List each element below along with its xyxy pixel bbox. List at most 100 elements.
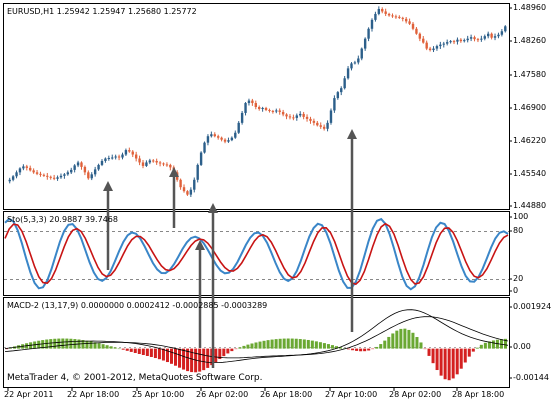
macd-bar [206,348,210,368]
stoch-level-label: 100 [513,212,529,221]
candle [63,173,66,179]
candle-body [428,48,432,51]
candle [493,33,497,41]
candle-body [346,68,350,79]
candle [56,175,59,181]
candle [32,168,35,174]
macd-bar [153,348,157,359]
macd-bar [318,342,322,349]
candle [305,114,309,122]
candle-body [459,39,463,42]
macd-bar [165,348,169,363]
candle [66,170,70,176]
candle-body [63,174,66,176]
candle-body [251,100,254,104]
macd-bar [65,338,69,349]
candle-body [196,164,199,180]
candle-body [35,172,39,174]
candle [124,148,128,156]
candle-body [408,21,411,24]
macd-main-line [4,309,509,364]
candle [199,151,203,166]
candle-body [343,78,346,89]
candle [244,102,247,116]
candle-body [288,116,292,118]
candle [428,46,432,52]
candle-body [230,137,234,141]
macd-bar [238,347,242,349]
candle-body [46,175,49,177]
candle-body [220,137,223,140]
candle [165,162,169,167]
candle-body [285,114,288,117]
candle-body [278,110,281,112]
candle [155,158,158,165]
candle-body [377,8,381,14]
candle [285,113,288,120]
candle-body [476,39,480,41]
candle-body [333,98,336,111]
candle [387,12,391,17]
macd-bar [178,348,182,368]
candle-body [363,38,367,49]
candle-body [210,134,213,137]
candle-body [15,172,18,177]
candle [445,39,449,46]
right-axis-ticks [7,7,512,391]
macd-bar [302,339,306,349]
macd-bar [395,330,399,349]
macd-bar [439,348,443,376]
macd-bar [363,348,367,352]
candle [456,37,459,45]
candle-body [148,160,152,163]
candle [25,164,28,171]
candle-body [131,151,134,155]
candle-body [504,26,507,32]
candle-body [107,157,111,159]
candle-body [357,58,360,63]
candle-body [374,13,377,20]
macd-bar [375,346,379,349]
macd-bar [69,338,73,349]
candle [52,174,56,181]
candle [264,106,268,112]
candle-body [398,16,401,18]
macd-bar [455,348,459,375]
macd-bar [149,348,153,357]
macd-bar [186,348,190,372]
candle-body [93,169,97,175]
candle-body [175,172,179,180]
candle-body [29,167,32,171]
candle-body [404,18,408,22]
macd-bar [326,344,330,349]
candle [319,122,322,129]
candle-body [227,140,230,142]
price-label: 1.48960 [513,3,547,12]
candle-body [483,36,486,39]
candle-body [97,164,100,170]
candle-body [87,172,90,179]
candle-body [384,11,387,14]
candle-body [18,168,22,173]
candle-body [394,16,398,18]
candle-body [254,103,257,107]
time-axis-label: 26 Apr 02:00 [196,390,249,399]
candle-body [275,110,278,112]
candle [80,161,83,170]
candle [466,35,469,43]
candle-body [22,166,25,169]
candle-body [124,150,128,155]
macd-level-label: 0.00 [513,342,531,351]
candle [316,120,319,127]
candle [90,172,93,181]
macd-bar [242,345,246,349]
stoch-level-label: 20 [513,274,524,283]
macd-bar [330,345,334,349]
candle-body [473,37,476,40]
candle-body [316,122,319,126]
macd-bar [93,342,97,349]
macd-bar [109,346,113,349]
candle [329,108,333,125]
